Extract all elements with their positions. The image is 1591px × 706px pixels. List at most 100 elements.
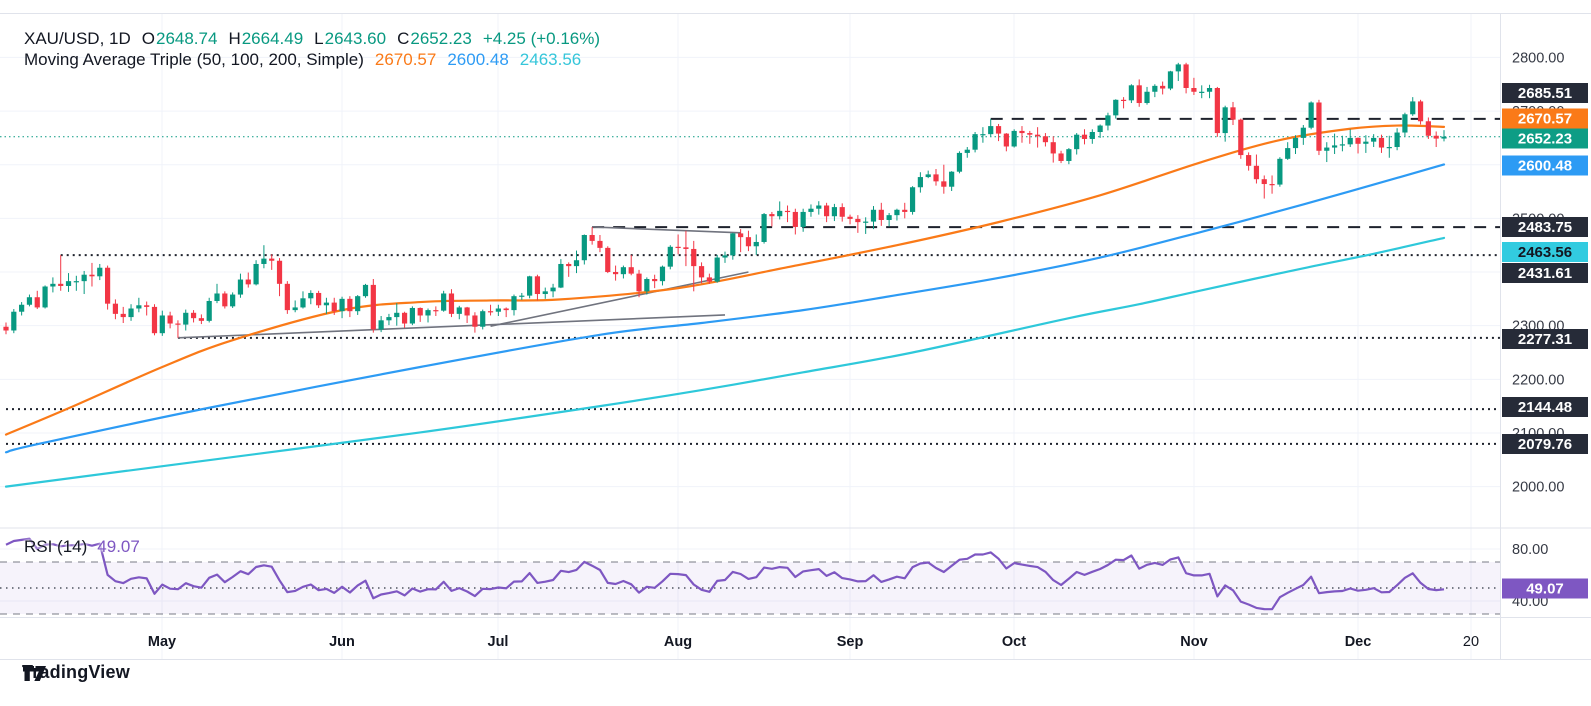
price-badge-text: 2463.56: [1518, 244, 1572, 261]
candle-body: [97, 267, 103, 277]
candle-body: [667, 246, 673, 267]
candle-body: [378, 320, 384, 330]
time-axis-label[interactable]: Jun: [329, 634, 355, 650]
candle-body: [1066, 149, 1072, 161]
candle-body: [73, 281, 79, 283]
ma100-line: [4, 163, 1446, 454]
close-value: C 2652.23: [397, 29, 472, 48]
price-badge: [1502, 263, 1588, 283]
candle-body: [949, 171, 955, 187]
candle-body: [237, 279, 244, 295]
candle-body: [441, 293, 447, 311]
time-axis-label[interactable]: Sep: [837, 634, 864, 650]
candle-body: [198, 318, 204, 321]
candle-body: [777, 210, 783, 217]
candle-body: [1292, 137, 1299, 149]
candle-body: [745, 237, 752, 247]
candle-body: [823, 205, 830, 217]
candle-body: [738, 233, 744, 238]
tradingview-logo[interactable]: TradingView: [22, 662, 130, 683]
candles-series[interactable]: [3, 62, 1447, 338]
candle-body: [300, 298, 306, 308]
ohlc-row: XAU/USD, 1D O 2648.74 H 2664.49 L 2643.60 C…: [24, 28, 600, 49]
price-badge: [1502, 397, 1588, 417]
candle-body: [1027, 133, 1033, 135]
time-axis-label[interactable]: Oct: [1002, 634, 1026, 650]
candle-body: [753, 241, 759, 247]
tradingview-logo-text: TradingView: [22, 662, 130, 682]
ma-indicator-row[interactable]: Moving Average Triple (50, 100, 200, Sim…: [24, 49, 600, 70]
price-badge-text: 2144.48: [1518, 399, 1572, 416]
candle-body: [870, 209, 877, 222]
rsi-axis-label: 80.00: [1512, 542, 1548, 558]
candle-body: [1081, 134, 1088, 139]
time-axis-label[interactable]: Aug: [664, 634, 692, 650]
candle-body: [573, 260, 580, 267]
ma50-line: [4, 124, 1446, 436]
time-axis-label[interactable]: Nov: [1180, 634, 1207, 650]
candle-body: [1425, 121, 1431, 136]
price-badge: [1502, 83, 1588, 103]
candle-body: [1230, 107, 1236, 120]
candle-body: [1355, 137, 1361, 144]
candle-body: [1331, 145, 1338, 148]
candle-body: [1175, 64, 1181, 72]
trendline[interactable]: [177, 314, 726, 339]
candle-body: [1277, 158, 1283, 185]
ma-indicator-label: Moving Average Triple (50, 100, 200, Sim…: [24, 50, 364, 69]
candle-body: [89, 274, 95, 277]
candle-body: [1246, 155, 1252, 166]
candle-body: [1347, 137, 1353, 145]
candle-body: [558, 263, 564, 288]
candle-body: [1402, 114, 1408, 133]
candle-body: [683, 247, 689, 249]
candle-body: [964, 149, 970, 153]
candle-body: [1019, 130, 1025, 134]
candle-body: [1238, 119, 1244, 156]
candle-body: [972, 134, 978, 150]
candle-body: [417, 307, 423, 316]
trendline[interactable]: [592, 226, 741, 234]
candle-body: [151, 306, 158, 334]
symbol-legend[interactable]: XAU/USD, 1D O 2648.74 H 2664.49 L 2643.60 C…: [24, 28, 600, 70]
candle-body: [886, 215, 892, 220]
time-axis-label[interactable]: 20: [1463, 634, 1479, 650]
price-badge-text: 2670.57: [1518, 111, 1572, 128]
candle-body: [11, 311, 17, 331]
candle-body: [464, 307, 470, 316]
candle-body: [792, 211, 798, 227]
price-badge: [1502, 242, 1588, 262]
time-axis-label[interactable]: Jul: [488, 634, 509, 650]
candle-body: [1160, 85, 1166, 89]
candle-body: [988, 126, 994, 135]
ma200-line: [4, 236, 1446, 488]
time-axis-label[interactable]: Dec: [1345, 634, 1372, 650]
candle-body: [1308, 102, 1314, 128]
candle-body: [941, 181, 947, 187]
candle-body: [534, 276, 541, 295]
rsi-indicator-row[interactable]: RSI (14) 49.07: [24, 537, 140, 557]
candle-body: [1035, 134, 1041, 137]
candle-body: [50, 283, 56, 287]
candle-body: [527, 276, 533, 296]
price-badge-text: 2685.51: [1518, 85, 1572, 102]
candle-body: [1089, 131, 1095, 139]
candle-body: [58, 283, 64, 286]
symbol-title[interactable]: XAU/USD, 1D: [24, 29, 131, 48]
high-value: H 2664.49: [228, 29, 304, 48]
trendline[interactable]: [490, 271, 749, 327]
candle-body: [784, 210, 791, 213]
candle-body: [620, 267, 627, 275]
candle-body: [808, 208, 814, 212]
candle-body: [1417, 101, 1424, 122]
candle-body: [542, 291, 548, 295]
candle-body: [81, 274, 87, 282]
time-axis-label[interactable]: May: [148, 634, 176, 650]
candle-body: [816, 205, 822, 209]
rsi-line: [5, 537, 1445, 611]
candle-body: [19, 304, 25, 312]
price-badge: [1502, 108, 1588, 129]
candle-body: [878, 209, 884, 220]
